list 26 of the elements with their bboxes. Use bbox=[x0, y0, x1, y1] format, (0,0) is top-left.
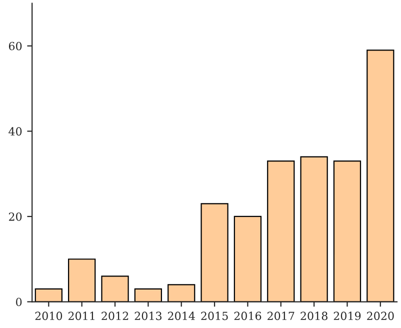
x-tick-label: 2013 bbox=[134, 312, 162, 320]
x-tick-label: 2010 bbox=[35, 312, 62, 320]
x-tick-label: 2020 bbox=[367, 312, 394, 320]
y-tick-label: 20 bbox=[8, 212, 22, 221]
y-tick-label: 60 bbox=[8, 42, 22, 50]
bar bbox=[68, 258, 96, 302]
bar bbox=[134, 288, 162, 302]
y-tick-label: 0 bbox=[16, 298, 22, 306]
y-tick-label: 40 bbox=[8, 127, 22, 136]
x-tick-label: 2017 bbox=[267, 312, 294, 320]
x-tick-label: 2012 bbox=[102, 312, 128, 320]
bar bbox=[101, 276, 129, 302]
x-tick-label: 2011 bbox=[68, 312, 94, 320]
x-tick-label: 2018 bbox=[300, 312, 328, 320]
bar bbox=[200, 203, 228, 302]
x-tick-label: 2015 bbox=[201, 312, 228, 320]
x-tick-label: 2014 bbox=[168, 312, 195, 320]
bar bbox=[267, 160, 295, 302]
bar bbox=[34, 288, 62, 302]
bar bbox=[168, 284, 196, 302]
bar bbox=[366, 50, 394, 302]
x-tick-label: 2016 bbox=[234, 312, 262, 320]
bar bbox=[333, 160, 362, 302]
bar bbox=[234, 216, 262, 302]
bar bbox=[300, 156, 328, 302]
x-tick-label: 2019 bbox=[334, 312, 361, 320]
